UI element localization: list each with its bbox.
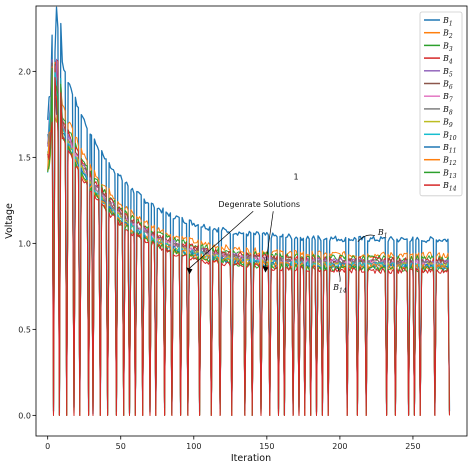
annotations: Degenrate Solutions 1 B1 B14 (186, 173, 388, 295)
y-tick-label: 1.5 (18, 153, 31, 162)
x-tick-label: 250 (405, 442, 420, 451)
legend-label-b10: B10 (442, 130, 457, 142)
y-axis-label: Voltage (4, 203, 15, 239)
legend-label-b7: B7 (442, 92, 453, 104)
annotation-arrow-head (186, 267, 193, 275)
annotation-arrow-line (265, 211, 274, 267)
b14-annotation-pointer (337, 267, 341, 282)
y-tick-label: 0.0 (18, 411, 31, 420)
legend-label-b6: B6 (442, 80, 453, 92)
x-tick-label: 200 (332, 442, 347, 451)
series-line-b3 (47, 60, 450, 416)
x-axis-label: Iteration (231, 453, 271, 464)
stray-label: 1 (294, 173, 299, 182)
series-line-b2 (47, 61, 450, 416)
series-line-b6 (47, 62, 450, 416)
x-tick-label: 50 (116, 442, 126, 451)
series-line-b13 (47, 67, 450, 416)
legend-box (419, 11, 463, 197)
annotation-arrow-head (262, 265, 269, 273)
x-tick-label: 150 (259, 442, 274, 451)
legend-label-b13: B13 (442, 168, 457, 180)
x-tick-label: 100 (186, 442, 201, 451)
annotation-arrow-line (189, 210, 254, 269)
legend-label-b4: B4 (442, 54, 453, 66)
legend-label-b12: B12 (442, 156, 457, 168)
legend-label-b1: B1 (442, 16, 453, 28)
series-line-b8 (47, 71, 450, 416)
legend-label-b3: B3 (442, 41, 453, 53)
b14-annotation: B14 (332, 283, 347, 295)
degenerate-solutions-annotation: Degenrate Solutions (218, 200, 300, 209)
series-line-b14 (47, 77, 450, 416)
axes-frame (35, 5, 468, 437)
b1-annotation: B1 (377, 228, 388, 240)
legend-label-b5: B5 (442, 67, 453, 79)
plot-lines (47, 6, 451, 416)
legend-label-b11: B11 (442, 143, 457, 155)
x-tick-label: 0 (45, 442, 50, 451)
legend-label-b8: B8 (442, 105, 453, 117)
y-tick-label: 2.0 (18, 67, 31, 76)
y-tick-label: 0.5 (18, 325, 31, 334)
series-line-b1 (47, 6, 451, 416)
ticks: 0 50 100 150 200 250 0.0 0.5 1.0 1.5 2.0 (18, 67, 420, 451)
b1-annotation-pointer (357, 234, 375, 242)
legend-label-b2: B2 (442, 29, 453, 41)
y-tick-label: 1.0 (18, 239, 31, 248)
legend-label-b9: B9 (442, 118, 453, 130)
legend-label-b14: B14 (442, 181, 457, 193)
